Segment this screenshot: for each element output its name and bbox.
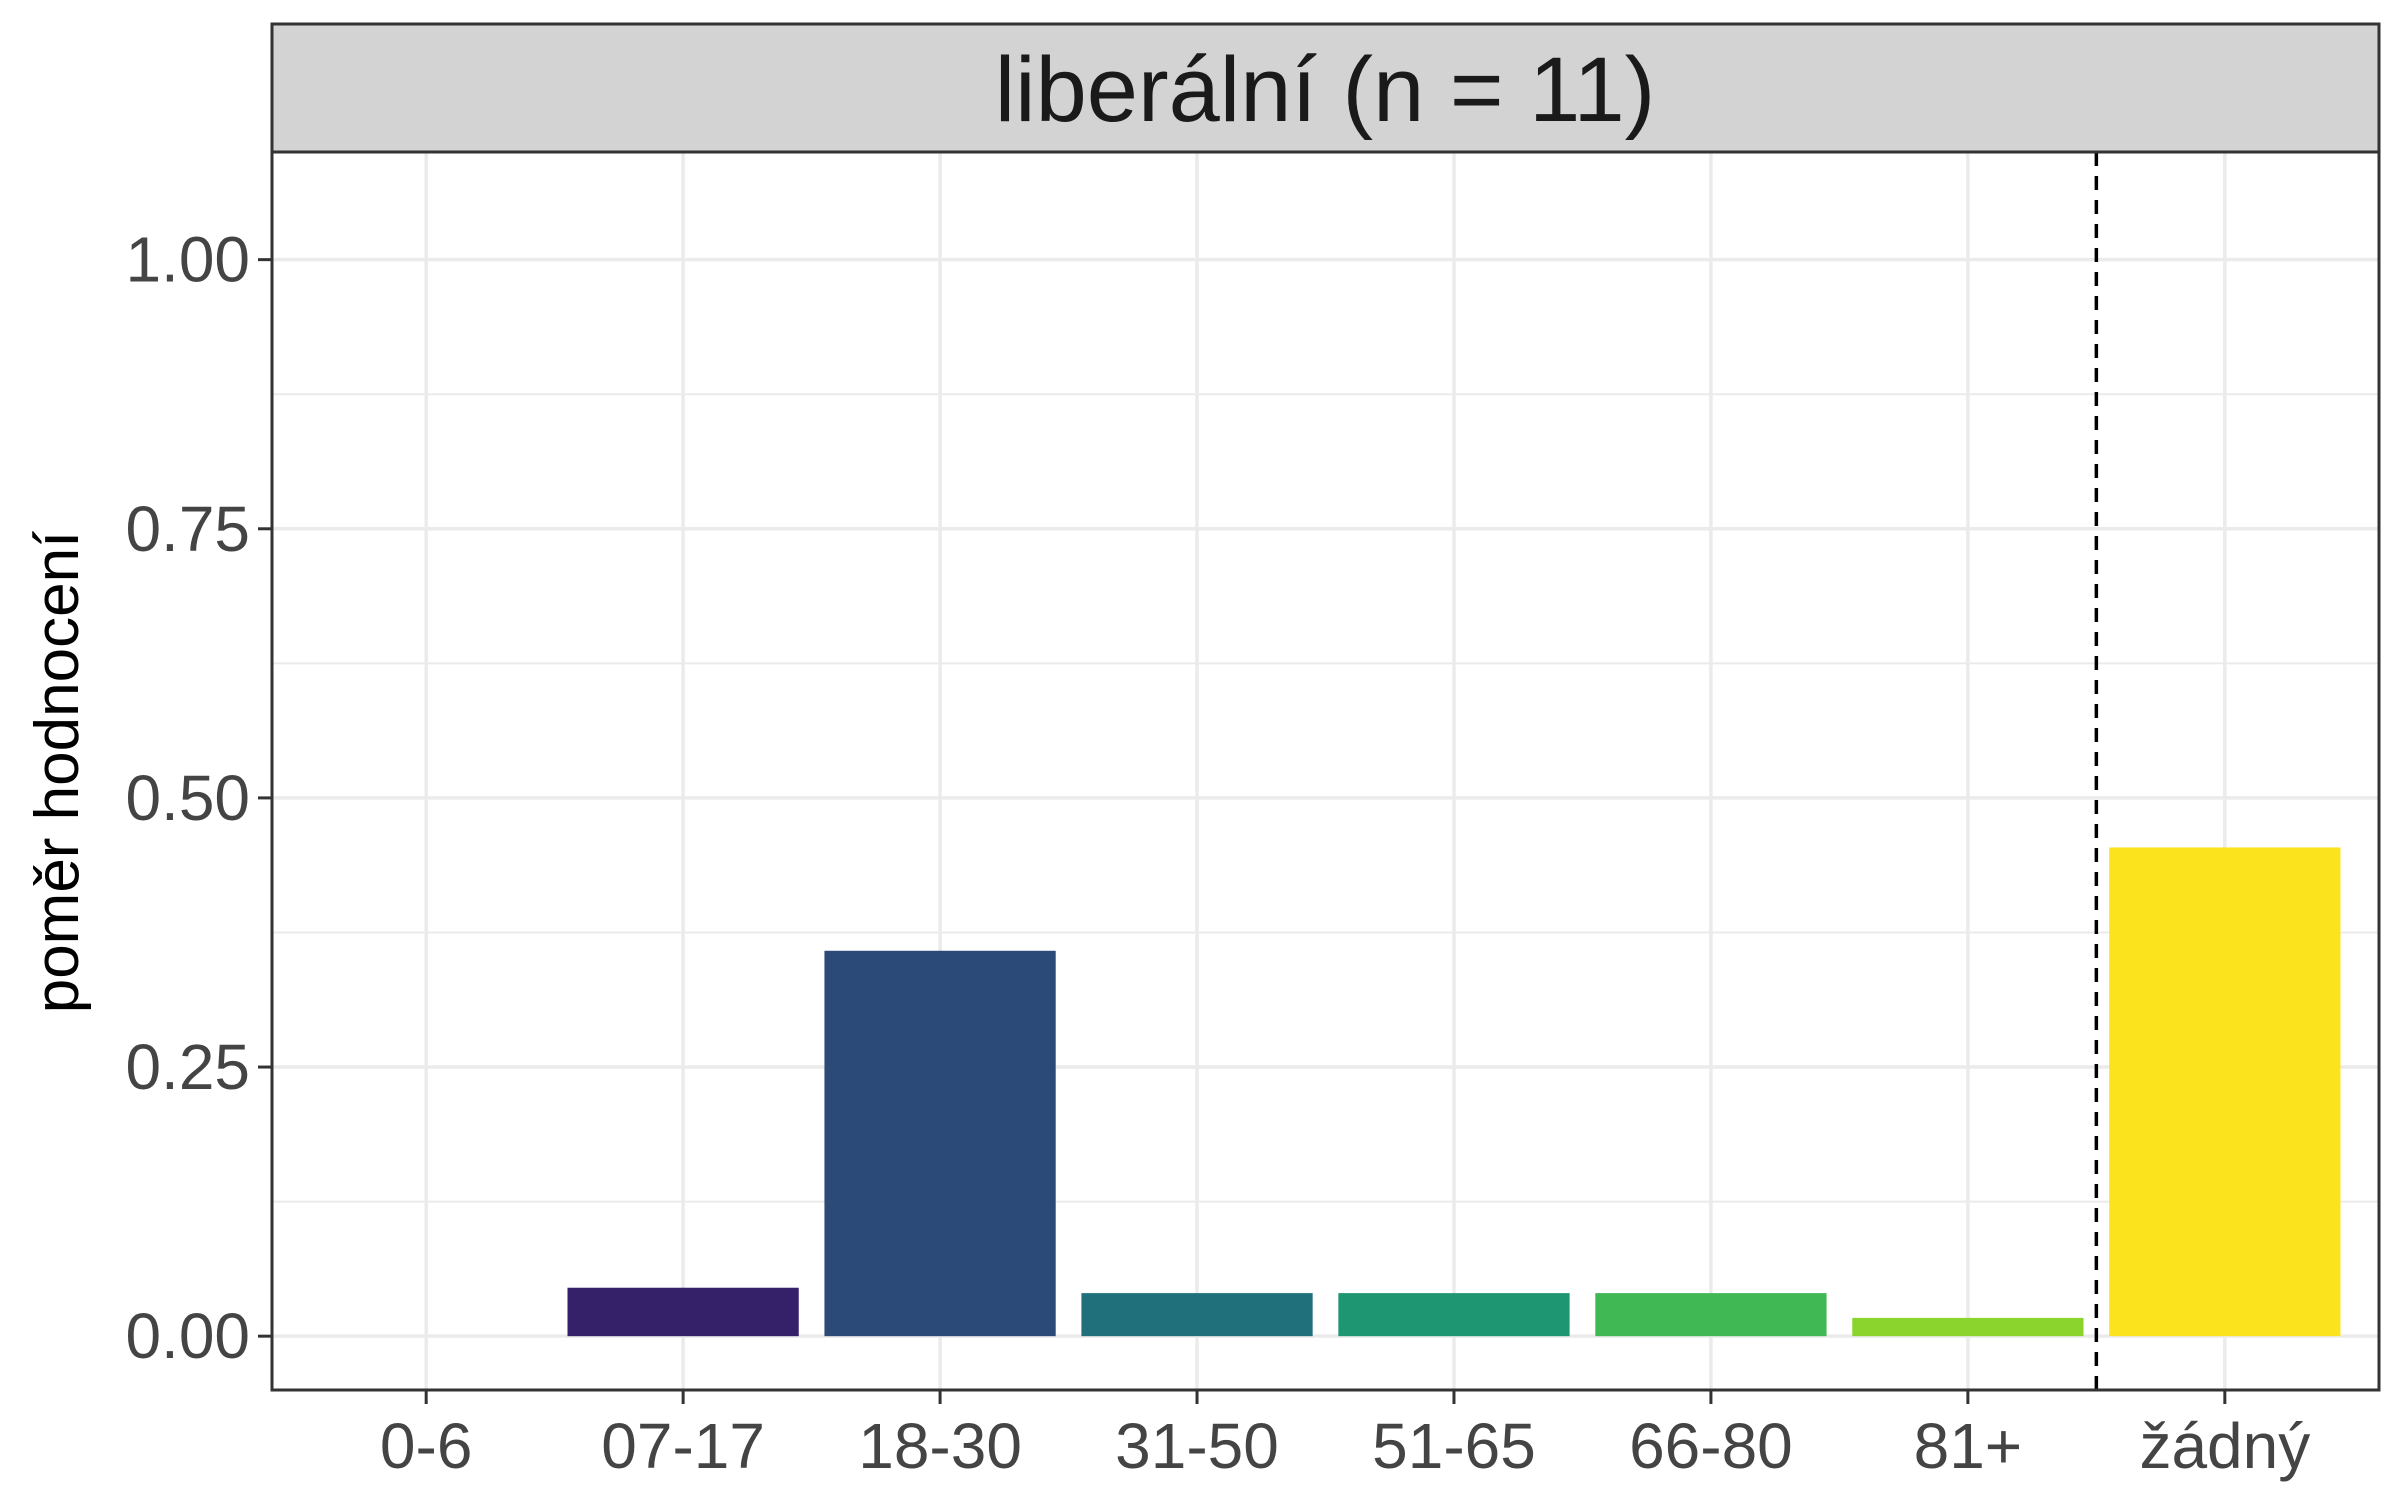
y-axis: 0.00 0.25 0.50 0.75 1.00: [125, 224, 272, 1372]
x-axis: 0-6 07-17 18-30 31-50 51-65 66-80 81+ žádný: [380, 1390, 2310, 1482]
y-tick-label: 1.00: [125, 224, 250, 296]
y-tick-label: 0.50: [125, 762, 250, 834]
bar-07-17: [567, 1287, 799, 1337]
x-tick-label: 07-17: [601, 1410, 765, 1482]
x-tick-label: 51-65: [1372, 1410, 1536, 1482]
bar-žádný: [2109, 847, 2341, 1337]
bar-31-50: [1081, 1293, 1313, 1337]
bar-layer: [567, 847, 2341, 1337]
x-tick-label: 18-30: [858, 1410, 1022, 1482]
x-tick-label: 81+: [1914, 1410, 2023, 1482]
x-tick-label: žádný: [2139, 1410, 2310, 1482]
facet-title: liberální (n = 11): [995, 39, 1656, 141]
panel-border: [270, 150, 2381, 1392]
y-tick-label: 0.25: [125, 1031, 250, 1103]
y-tick-label: 0.75: [125, 493, 250, 565]
x-tick-label: 66-80: [1629, 1410, 1793, 1482]
plot-panel: [272, 152, 2379, 1390]
bar-18-30: [824, 950, 1056, 1337]
facet-strip: [270, 22, 2381, 154]
bar-51-65: [1338, 1293, 1570, 1337]
x-tick-label: 31-50: [1115, 1410, 1279, 1482]
bar-81+: [1852, 1317, 2084, 1337]
grid-layer: [272, 152, 2379, 1390]
bar-66-80: [1595, 1293, 1827, 1337]
x-tick-label: 0-6: [380, 1410, 473, 1482]
y-tick-label: 0.00: [125, 1300, 250, 1372]
y-axis-title: poměr hodnocení: [23, 531, 92, 1014]
